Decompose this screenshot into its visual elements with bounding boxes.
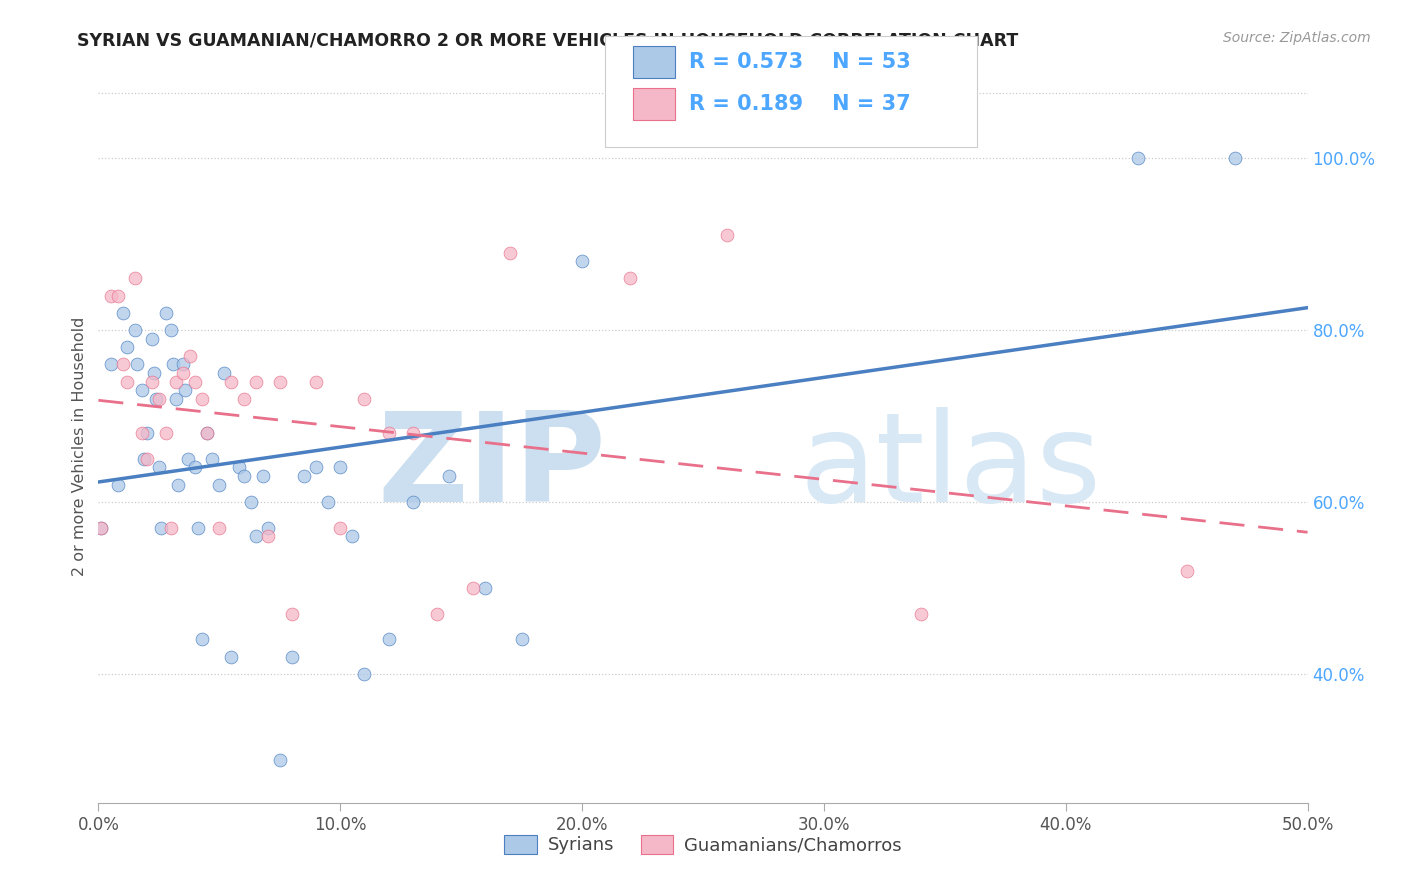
Point bbox=[910, 607, 932, 621]
Point bbox=[160, 521, 183, 535]
Point bbox=[90, 521, 112, 535]
Point bbox=[155, 306, 177, 320]
Point bbox=[1175, 564, 1198, 578]
Point bbox=[191, 632, 214, 647]
Point bbox=[437, 469, 460, 483]
Point bbox=[232, 392, 254, 406]
Point bbox=[426, 607, 449, 621]
Point bbox=[100, 288, 122, 302]
Point bbox=[1223, 151, 1246, 165]
Point bbox=[232, 469, 254, 483]
Point bbox=[353, 392, 375, 406]
Point bbox=[148, 460, 170, 475]
Point bbox=[195, 426, 218, 441]
Text: atlas: atlas bbox=[800, 407, 1102, 528]
Point bbox=[111, 306, 134, 320]
Point bbox=[172, 357, 194, 371]
Point bbox=[111, 357, 134, 371]
Point bbox=[177, 451, 200, 466]
Point bbox=[155, 426, 177, 441]
Text: Source: ZipAtlas.com: Source: ZipAtlas.com bbox=[1223, 31, 1371, 45]
Point bbox=[316, 495, 339, 509]
Point bbox=[134, 451, 156, 466]
Point bbox=[167, 477, 190, 491]
Point bbox=[187, 521, 209, 535]
Point bbox=[124, 323, 146, 337]
Point bbox=[245, 375, 267, 389]
Text: ZIP: ZIP bbox=[378, 407, 606, 528]
Text: SYRIAN VS GUAMANIAN/CHAMORRO 2 OR MORE VEHICLES IN HOUSEHOLD CORRELATION CHART: SYRIAN VS GUAMANIAN/CHAMORRO 2 OR MORE V… bbox=[77, 31, 1018, 49]
Point bbox=[252, 469, 274, 483]
Point bbox=[329, 460, 352, 475]
Point bbox=[305, 460, 328, 475]
Point bbox=[100, 357, 122, 371]
Point bbox=[498, 245, 520, 260]
Point bbox=[179, 349, 201, 363]
Point bbox=[212, 366, 235, 380]
Point bbox=[269, 375, 291, 389]
Text: R = 0.189    N = 37: R = 0.189 N = 37 bbox=[689, 95, 911, 114]
Point bbox=[174, 383, 197, 397]
Point bbox=[239, 495, 262, 509]
Point bbox=[117, 340, 139, 354]
Point bbox=[150, 521, 173, 535]
Point bbox=[148, 392, 170, 406]
Point bbox=[208, 477, 231, 491]
Point bbox=[256, 521, 278, 535]
Point bbox=[141, 332, 163, 346]
Point bbox=[124, 271, 146, 285]
Point bbox=[195, 426, 218, 441]
Point bbox=[571, 254, 593, 268]
Point bbox=[619, 271, 641, 285]
Point bbox=[221, 649, 243, 664]
Point bbox=[141, 375, 163, 389]
Point bbox=[145, 392, 167, 406]
Point bbox=[135, 451, 157, 466]
Point bbox=[402, 426, 425, 441]
Point bbox=[191, 392, 214, 406]
Point bbox=[208, 521, 231, 535]
Point bbox=[1128, 151, 1150, 165]
Point bbox=[402, 495, 425, 509]
Point bbox=[90, 521, 112, 535]
Text: R = 0.573    N = 53: R = 0.573 N = 53 bbox=[689, 53, 911, 72]
Point bbox=[201, 451, 224, 466]
Point bbox=[256, 529, 278, 543]
Point bbox=[160, 323, 183, 337]
Point bbox=[305, 375, 328, 389]
Point bbox=[184, 375, 207, 389]
Point bbox=[127, 357, 149, 371]
Point bbox=[143, 366, 166, 380]
Point bbox=[107, 288, 129, 302]
Point bbox=[162, 357, 184, 371]
Point bbox=[353, 666, 375, 681]
Point bbox=[131, 383, 153, 397]
Legend: Syrians, Guamanians/Chamorros: Syrians, Guamanians/Chamorros bbox=[496, 828, 910, 862]
Point bbox=[245, 529, 267, 543]
Point bbox=[716, 228, 738, 243]
Point bbox=[377, 632, 399, 647]
Point bbox=[165, 392, 187, 406]
Point bbox=[281, 649, 304, 664]
Point bbox=[292, 469, 315, 483]
Point bbox=[329, 521, 352, 535]
Point bbox=[131, 426, 153, 441]
Point bbox=[377, 426, 399, 441]
Point bbox=[463, 581, 485, 595]
Point bbox=[269, 753, 291, 767]
Point bbox=[135, 426, 157, 441]
Point bbox=[117, 375, 139, 389]
Point bbox=[184, 460, 207, 475]
Point bbox=[510, 632, 533, 647]
Y-axis label: 2 or more Vehicles in Household: 2 or more Vehicles in Household bbox=[72, 317, 87, 575]
Point bbox=[474, 581, 496, 595]
Point bbox=[107, 477, 129, 491]
Point bbox=[281, 607, 304, 621]
Point bbox=[221, 375, 243, 389]
Point bbox=[228, 460, 250, 475]
Point bbox=[342, 529, 364, 543]
Point bbox=[172, 366, 194, 380]
Point bbox=[165, 375, 187, 389]
